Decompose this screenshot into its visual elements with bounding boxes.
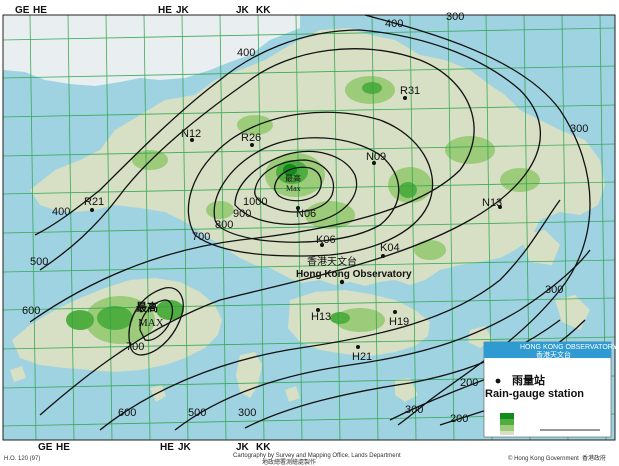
station-h13: H13 [311,308,331,323]
contour-labels: 300 300 400 400 400 500 500 600 600 700 … [22,11,588,425]
contour-label: 300 [570,123,588,135]
legend-title-zh: 香港天文台 [536,350,571,359]
grid-label-top-3: HE [158,5,172,16]
footer-copyright-en: © Hong Kong Government [508,455,579,462]
land-eastern-islands [555,295,590,330]
station-k04: K04 [380,242,400,258]
legend-swatch-1 [500,413,514,419]
grid-label-top-6: KK [256,5,271,16]
contour-label: 700 [126,341,144,353]
land-cheung-chau [150,385,166,402]
contour-label: 900 [233,208,251,220]
contour-label: 400 [52,206,70,218]
map-frame [2,14,616,441]
legend-swatch-4 [500,431,514,435]
contour-label: 300 [545,284,563,296]
station-r31: R31 [400,85,420,100]
mainland-area [3,15,300,86]
footer-credit-zh: 地政總署測繪處製作 [262,458,316,466]
grid-label-bottom-6: KK [256,442,271,453]
contour-label: 600 [22,305,40,317]
land-sai-kung-islands [520,230,560,265]
rain-gauge-stations: R31 N12 R26 N09 R21 N06 N13 K06 K04 H13 … [84,85,502,363]
legend-swatch-2 [500,419,514,425]
land-lamma [236,352,262,398]
max-label-zh: 最高 [136,300,158,314]
land-islet-1 [10,366,26,382]
svg-text:K06: K06 [316,234,336,246]
svg-text:H13: H13 [311,311,331,323]
contour-label: 600 [118,407,136,419]
svg-text:N09: N09 [366,151,386,163]
grid-label-bottom-2: HE [56,442,70,453]
max-label-en: MAX [138,317,164,329]
contour-label: 300 [405,404,423,416]
svg-text:N13: N13 [482,197,502,209]
contour-label: 400 [385,18,403,30]
footer-credit-en: Cartography by Survey and Mapping Office… [233,453,401,459]
grid-label-bottom-5: JK [236,442,250,453]
legend-station-zh: 雨量站 [512,373,545,387]
contour-label: 700 [192,231,210,243]
station-k06: K06 [316,234,336,247]
grid-labels-top: GE HE HE JK JK KK [15,5,271,16]
grid-label-bottom-4: JK [178,442,192,453]
grid-label-top-4: JK [176,5,190,16]
grid-label-bottom-1: GE [38,442,53,453]
grid-label-top-2: HE [33,5,47,16]
max-label-zh: 最高 [285,173,301,183]
contour-label: 500 [188,407,206,419]
footer-copyright-zh: 香港政府 [582,454,606,462]
grid-labels-bottom: GE HE HE JK JK KK [38,442,271,453]
station-r26: R26 [241,132,261,147]
svg-text:N06: N06 [296,208,316,220]
max-label-en: Max [286,184,301,193]
station-h21: H21 [352,345,372,363]
station-n09: N09 [366,151,386,165]
legend-swatch-3 [500,425,514,431]
hong-kong-observatory-marker: 香港天文台 Hong Kong Observatory [296,255,412,285]
station-h19: H19 [389,310,409,328]
grid-label-top-5: JK [236,5,250,16]
observatory-label-zh: 香港天文台 [307,255,357,268]
max-marker-lantau: 最高 MAX [136,300,164,329]
svg-text:R26: R26 [241,132,261,144]
land-new-territories [30,28,605,286]
station-n12: N12 [181,128,201,142]
svg-text:R21: R21 [84,196,104,208]
contour-label: 800 [215,219,233,231]
land-islet-2 [285,386,300,402]
station-n13: N13 [482,197,502,209]
svg-text:K04: K04 [380,242,400,254]
observatory-label-en: Hong Kong Observatory [296,269,412,280]
svg-text:R31: R31 [400,85,420,97]
footer-code: H.O. 120 (97) [4,456,40,462]
contour-label: 300 [446,11,464,23]
contour-label: 500 [30,256,48,268]
contour-label: 1000 [243,196,267,208]
grid-label-top-1: GE [15,5,30,16]
svg-text:N12: N12 [181,128,201,140]
map-grid [2,14,616,441]
contour-label: 300 [238,407,256,419]
legend-station-en: Rain-gauge station [485,388,584,400]
svg-text:H21: H21 [352,351,372,363]
contour-label: 200 [460,377,478,389]
grid-label-bottom-3: HE [160,442,174,453]
contour-label: 400 [237,47,255,59]
footer-credits: H.O. 120 (97) Cartography by Survey and … [4,453,606,466]
station-n06: N06 [296,206,316,220]
station-r21: R21 [84,196,104,212]
svg-text:H19: H19 [389,316,409,328]
max-marker-tai-mo-shan: 最高 Max [285,173,301,193]
contour-label: 200 [450,413,468,425]
legend-title-en: HONG KONG OBSERVATORY [520,344,618,351]
legend-panel: HONG KONG OBSERVATORY 香港天文台 雨量站 Rain-gau… [483,341,618,438]
